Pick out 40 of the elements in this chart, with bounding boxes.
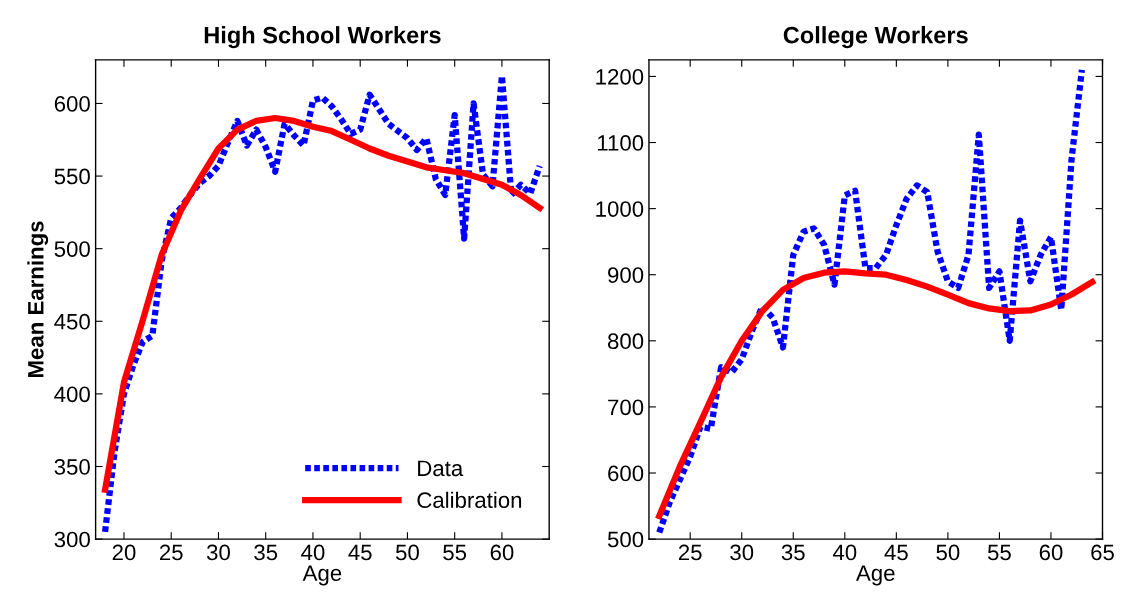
y-tick-label: 900 xyxy=(608,267,644,283)
x-tick-label: 45 xyxy=(884,544,908,561)
y-tick-label: 1000 xyxy=(596,201,644,217)
y-tick-label: 700 xyxy=(608,399,644,416)
y-tick-label: 450 xyxy=(54,313,90,330)
x-axis-title: Age xyxy=(302,565,342,586)
x-tick-label: 35 xyxy=(781,544,805,561)
x-tick-label: 60 xyxy=(490,544,514,561)
y-tick-label: 600 xyxy=(608,465,644,482)
chart-title: College Workers xyxy=(783,26,968,49)
y-tick-label: 300 xyxy=(54,531,90,548)
x-tick-label: 60 xyxy=(1039,544,1063,561)
legend-label: Calibration xyxy=(417,491,522,509)
x-tick-label: 50 xyxy=(936,544,960,561)
y-tick-label: 500 xyxy=(607,531,644,548)
y-tick-label: 550 xyxy=(54,168,90,185)
x-tick-label: 55 xyxy=(443,544,467,561)
x-tick-label: 25 xyxy=(678,544,702,561)
y-tick-label: 350 xyxy=(54,459,90,475)
x-tick-label: 40 xyxy=(301,544,325,561)
x-tick-label: 45 xyxy=(348,544,372,561)
y-tick-label: 1100 xyxy=(597,135,644,151)
y-tick-label: 1200 xyxy=(596,68,644,85)
x-axis-title: Age xyxy=(856,565,895,586)
x-tick-label: 20 xyxy=(112,544,136,561)
x-tick-label: 50 xyxy=(395,544,419,561)
x-tick-label: 55 xyxy=(987,544,1011,561)
x-tick-label: 30 xyxy=(206,544,230,561)
y-tick-label: 500 xyxy=(54,241,90,257)
x-tick-label: 40 xyxy=(832,544,857,561)
y-tick-label: 800 xyxy=(607,333,644,350)
x-tick-label: 25 xyxy=(159,544,183,561)
y-tick-label: 400 xyxy=(54,386,90,403)
legend-label: Data xyxy=(418,460,464,477)
x-tick-label: 65 xyxy=(1091,544,1114,561)
x-tick-label: 30 xyxy=(730,544,754,561)
x-tick-label: 35 xyxy=(254,544,278,561)
y-axis-title: Mean Earnings xyxy=(27,221,49,378)
y-tick-label: 600 xyxy=(54,96,90,112)
chart-title: High School Workers xyxy=(204,26,441,49)
